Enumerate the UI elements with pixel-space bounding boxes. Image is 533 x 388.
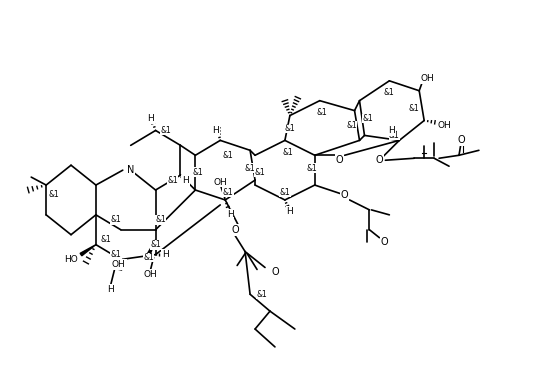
Text: OH: OH xyxy=(112,260,126,269)
Text: &1: &1 xyxy=(193,168,204,177)
Text: H: H xyxy=(287,207,293,217)
Text: &1: &1 xyxy=(409,104,419,113)
Text: &1: &1 xyxy=(362,114,373,123)
Text: &1: &1 xyxy=(257,290,268,299)
Text: H: H xyxy=(162,250,169,259)
Text: N: N xyxy=(127,165,134,175)
Text: O: O xyxy=(341,190,349,200)
Text: OH: OH xyxy=(213,178,227,187)
Text: &1: &1 xyxy=(223,187,233,196)
Text: &1: &1 xyxy=(110,215,121,224)
Text: &1: &1 xyxy=(100,235,111,244)
Text: &1: &1 xyxy=(223,151,233,160)
Text: &1: &1 xyxy=(317,108,327,117)
Text: &1: &1 xyxy=(255,168,265,177)
Text: O: O xyxy=(376,155,383,165)
Text: OH: OH xyxy=(437,121,451,130)
Text: &1: &1 xyxy=(306,164,317,173)
Polygon shape xyxy=(80,245,96,256)
Text: H: H xyxy=(147,114,154,123)
Text: &1: &1 xyxy=(389,131,400,140)
Text: H: H xyxy=(108,285,114,294)
Text: O: O xyxy=(457,135,465,146)
Text: H: H xyxy=(388,126,395,135)
Text: &1: &1 xyxy=(245,164,255,173)
Text: &1: &1 xyxy=(384,88,395,97)
Text: O: O xyxy=(381,237,388,247)
Text: O: O xyxy=(231,225,239,235)
Text: &1: &1 xyxy=(160,126,171,135)
Text: OH: OH xyxy=(144,270,157,279)
Polygon shape xyxy=(219,180,225,200)
Polygon shape xyxy=(147,240,156,255)
Text: OH: OH xyxy=(421,74,434,83)
Text: H: H xyxy=(182,176,189,185)
Text: &1: &1 xyxy=(143,253,154,262)
Text: &1: &1 xyxy=(49,191,60,199)
Text: &1: &1 xyxy=(167,176,178,185)
Text: &1: &1 xyxy=(155,215,166,224)
Text: O: O xyxy=(271,267,279,277)
Text: &1: &1 xyxy=(282,148,293,157)
Text: H: H xyxy=(212,126,219,135)
Text: &1: &1 xyxy=(150,240,161,249)
Text: &1: &1 xyxy=(279,187,290,196)
Text: HO: HO xyxy=(64,255,78,264)
Text: &1: &1 xyxy=(285,124,295,133)
Text: &1: &1 xyxy=(346,121,357,130)
Text: H: H xyxy=(227,210,233,219)
Text: &1: &1 xyxy=(110,250,121,259)
Text: O: O xyxy=(336,155,343,165)
